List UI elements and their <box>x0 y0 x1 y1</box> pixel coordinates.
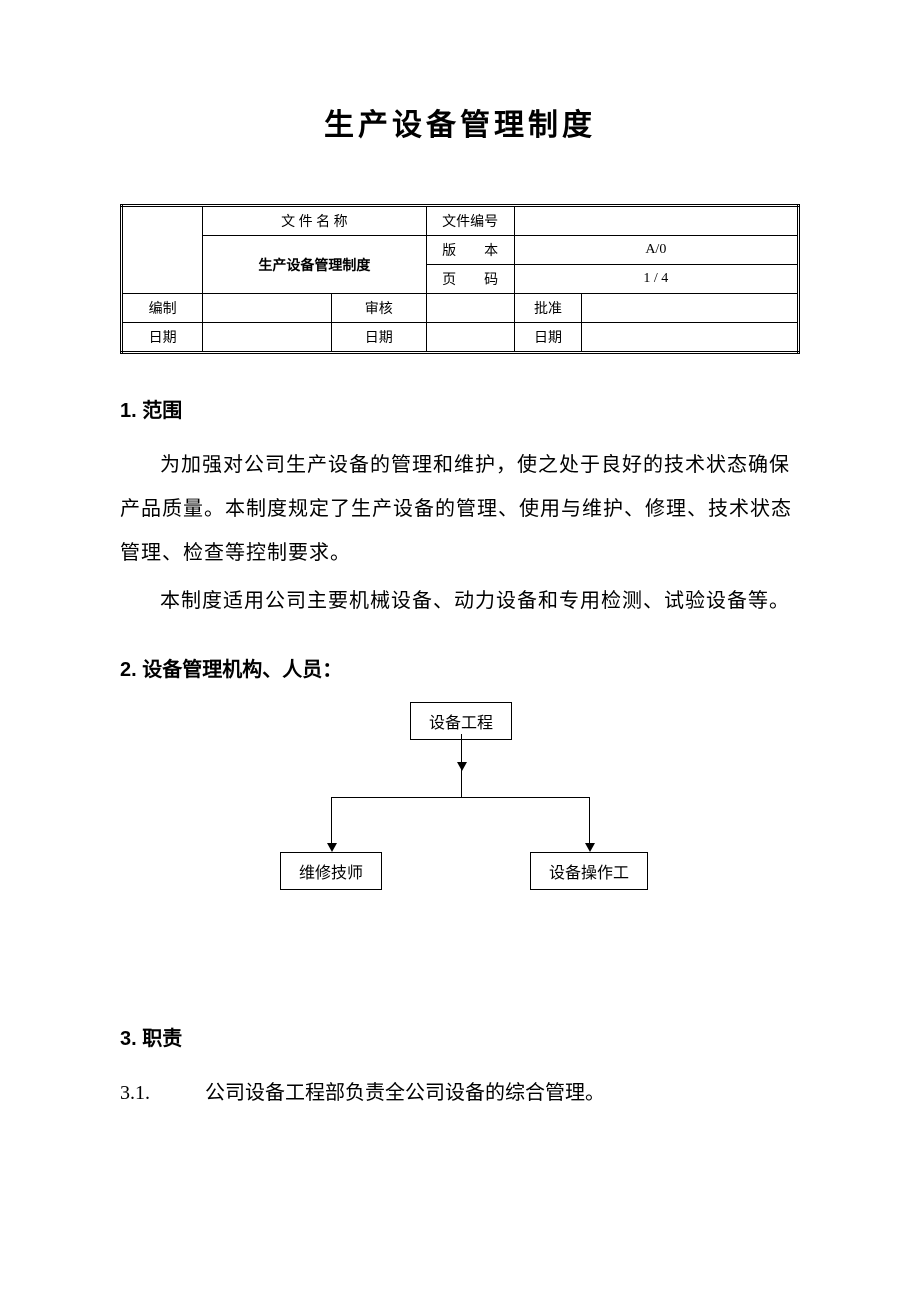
cell-blank-left <box>122 206 203 294</box>
flow-line-right-down <box>589 797 590 844</box>
flow-node-right: 设备操作工 <box>530 852 648 890</box>
document-page: 生产设备管理制度 文 件 名 称 文件编号 生产设备管理制度 版 本 A/0 页… <box>0 0 920 1302</box>
section-1-head: 1. 范围 <box>120 394 800 423</box>
cell-doc-name: 生产设备管理制度 <box>203 236 426 294</box>
cell-page-value: 1 / 4 <box>514 265 798 294</box>
section-3-item-1-num: 3.1. <box>120 1071 200 1115</box>
document-title: 生产设备管理制度 <box>120 100 800 144</box>
cell-row1-c6 <box>582 294 799 323</box>
cell-version-label: 版 本 <box>426 236 514 265</box>
cell-row1-c1: 编制 <box>122 294 203 323</box>
cell-row1-c2 <box>203 294 332 323</box>
cell-row1-c4 <box>426 294 514 323</box>
flow-line-h-branch <box>331 797 589 798</box>
info-table: 文 件 名 称 文件编号 生产设备管理制度 版 本 A/0 页 码 1 / 4 … <box>120 204 800 354</box>
section-3-item-1-text: 公司设备工程部负责全公司设备的综合管理。 <box>205 1082 605 1104</box>
flow-line-left-down <box>331 797 332 844</box>
cell-row2-c3: 日期 <box>331 323 426 353</box>
section-3-item-1: 3.1. 公司设备工程部负责全公司设备的综合管理。 <box>120 1071 800 1115</box>
arrow-icon <box>585 843 595 852</box>
section-2-head: 2. 设备管理机构、人员： <box>120 653 800 682</box>
flow-node-left: 维修技师 <box>280 852 382 890</box>
cell-row1-c3: 审核 <box>331 294 426 323</box>
cell-row2-c6 <box>582 323 799 353</box>
cell-row2-c4 <box>426 323 514 353</box>
cell-row2-c5: 日期 <box>514 323 582 353</box>
cell-doc-no-value <box>514 206 798 236</box>
section-3-head: 3. 职责 <box>120 1022 800 1051</box>
section-1-para-2: 本制度适用公司主要机械设备、动力设备和专用检测、试验设备等。 <box>120 579 800 623</box>
arrow-icon <box>327 843 337 852</box>
org-flowchart: 设备工程 维修技师 设备操作工 <box>240 702 680 902</box>
cell-file-name-label: 文 件 名 称 <box>203 206 426 236</box>
cell-row2-c2 <box>203 323 332 353</box>
cell-row1-c5: 批准 <box>514 294 582 323</box>
arrow-icon <box>457 762 467 771</box>
cell-doc-no-label: 文件编号 <box>426 206 514 236</box>
cell-page-label: 页 码 <box>426 265 514 294</box>
section-1-para-1: 为加强对公司生产设备的管理和维护，使之处于良好的技术状态确保产品质量。本制度规定… <box>120 443 800 575</box>
cell-row2-c1: 日期 <box>122 323 203 353</box>
cell-version-value: A/0 <box>514 236 798 265</box>
